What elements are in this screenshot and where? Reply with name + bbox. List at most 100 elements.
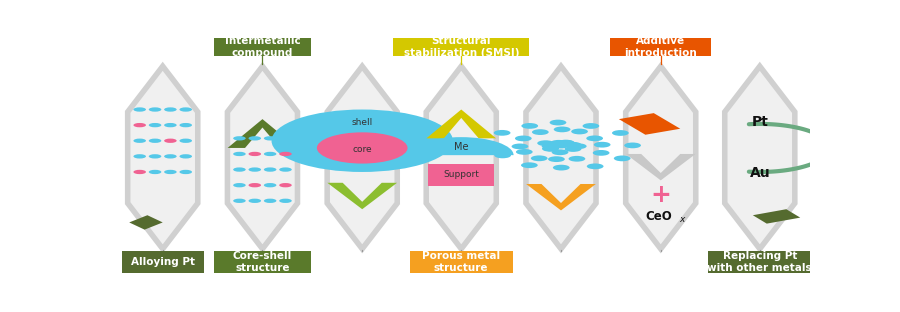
Polygon shape	[427, 66, 496, 249]
Circle shape	[148, 170, 161, 174]
Circle shape	[515, 135, 532, 141]
Circle shape	[164, 139, 176, 143]
Circle shape	[164, 107, 176, 112]
Polygon shape	[752, 209, 800, 224]
Polygon shape	[328, 66, 397, 249]
FancyBboxPatch shape	[410, 251, 513, 273]
Circle shape	[248, 183, 261, 187]
Circle shape	[272, 110, 453, 172]
Circle shape	[537, 140, 554, 146]
Circle shape	[543, 146, 559, 151]
Text: x: x	[679, 215, 684, 224]
Circle shape	[570, 143, 587, 149]
Circle shape	[542, 144, 558, 149]
Circle shape	[531, 155, 547, 161]
Circle shape	[264, 199, 276, 203]
Circle shape	[179, 154, 192, 158]
Circle shape	[562, 142, 579, 147]
Circle shape	[521, 162, 537, 168]
Circle shape	[553, 143, 570, 149]
Circle shape	[133, 139, 146, 143]
Text: Au: Au	[750, 166, 770, 180]
Text: Intermetallic
compound: Intermetallic compound	[225, 36, 301, 58]
Polygon shape	[130, 215, 163, 230]
Circle shape	[264, 168, 276, 172]
Circle shape	[582, 123, 599, 129]
Circle shape	[248, 168, 261, 172]
Circle shape	[164, 154, 176, 158]
Circle shape	[558, 140, 575, 146]
Circle shape	[279, 199, 292, 203]
Circle shape	[572, 129, 588, 134]
Wedge shape	[409, 137, 514, 155]
Circle shape	[564, 146, 581, 152]
Circle shape	[554, 127, 571, 132]
Circle shape	[233, 136, 246, 140]
Circle shape	[248, 136, 261, 140]
Text: Replacing Pt
with other metals: Replacing Pt with other metals	[707, 251, 812, 273]
Circle shape	[548, 156, 565, 162]
FancyBboxPatch shape	[214, 38, 310, 56]
Text: Additive
introduction: Additive introduction	[625, 36, 698, 58]
Circle shape	[233, 183, 246, 187]
FancyBboxPatch shape	[708, 251, 812, 273]
Polygon shape	[626, 154, 696, 180]
Circle shape	[564, 142, 581, 148]
Circle shape	[511, 144, 528, 149]
Circle shape	[148, 154, 161, 158]
Text: core: core	[353, 145, 372, 154]
Circle shape	[516, 149, 533, 155]
Circle shape	[593, 150, 609, 156]
Text: Porous metal
structure: Porous metal structure	[422, 251, 500, 273]
Circle shape	[179, 139, 192, 143]
Circle shape	[486, 143, 502, 149]
Polygon shape	[228, 66, 298, 249]
FancyBboxPatch shape	[610, 38, 711, 56]
Circle shape	[264, 183, 276, 187]
Circle shape	[279, 152, 292, 156]
Circle shape	[248, 199, 261, 203]
Circle shape	[550, 120, 566, 125]
Circle shape	[625, 143, 641, 148]
Text: Me: Me	[454, 142, 469, 152]
Polygon shape	[128, 66, 198, 249]
Text: shell: shell	[352, 118, 373, 127]
Text: Structural
stabilization (SMSI): Structural stabilization (SMSI)	[403, 36, 519, 58]
Circle shape	[248, 152, 261, 156]
Circle shape	[612, 130, 629, 136]
Circle shape	[264, 152, 276, 156]
Circle shape	[233, 199, 246, 203]
Circle shape	[494, 130, 510, 136]
Circle shape	[532, 129, 549, 135]
Circle shape	[148, 123, 161, 127]
Polygon shape	[626, 66, 696, 249]
Circle shape	[557, 140, 574, 145]
Circle shape	[542, 146, 559, 152]
Circle shape	[179, 107, 192, 112]
Circle shape	[133, 170, 146, 174]
Polygon shape	[526, 184, 596, 210]
Circle shape	[233, 152, 246, 156]
Circle shape	[614, 155, 631, 161]
Circle shape	[586, 135, 603, 141]
Circle shape	[587, 163, 604, 169]
FancyBboxPatch shape	[122, 251, 204, 273]
Text: Pt: Pt	[752, 115, 769, 129]
Text: Core-shell
structure: Core-shell structure	[233, 251, 292, 273]
Circle shape	[317, 132, 408, 163]
Text: CeO: CeO	[645, 210, 672, 223]
Circle shape	[521, 123, 538, 129]
Circle shape	[553, 165, 570, 170]
FancyBboxPatch shape	[428, 163, 494, 186]
Polygon shape	[724, 66, 795, 249]
Circle shape	[279, 183, 292, 187]
Circle shape	[279, 168, 292, 172]
Circle shape	[494, 153, 511, 158]
Circle shape	[233, 168, 246, 172]
Circle shape	[148, 107, 161, 112]
Circle shape	[164, 170, 176, 174]
FancyBboxPatch shape	[393, 38, 529, 56]
Circle shape	[264, 136, 276, 140]
Circle shape	[133, 123, 146, 127]
Polygon shape	[328, 183, 397, 209]
